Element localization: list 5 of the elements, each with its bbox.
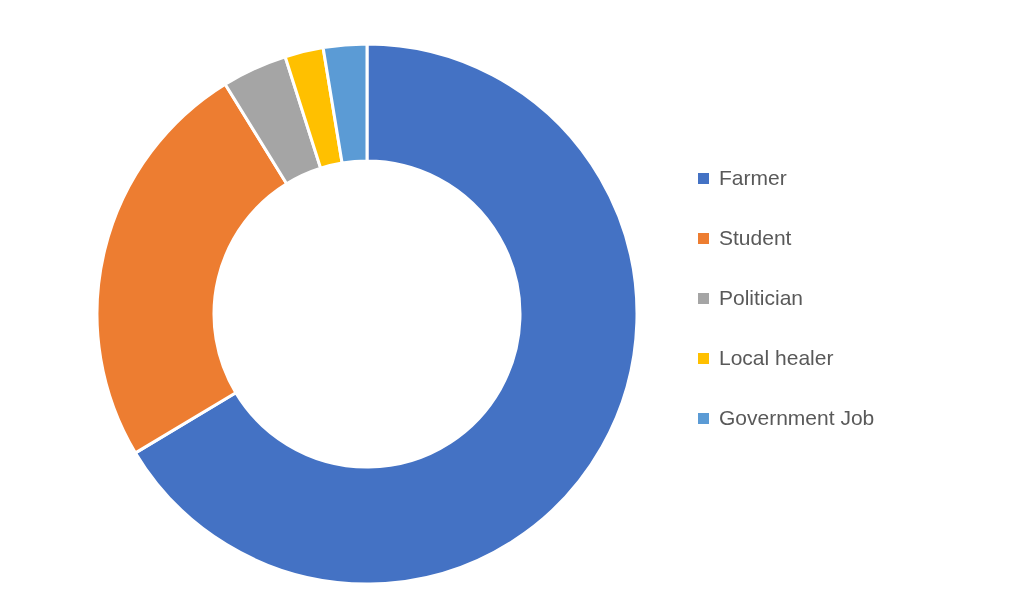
legend-label: Local healer xyxy=(719,346,834,370)
legend-label: Farmer xyxy=(719,166,787,190)
legend-label: Politician xyxy=(719,286,804,310)
legend-label: Government Job xyxy=(719,406,875,430)
legend-label: Student xyxy=(719,226,792,250)
